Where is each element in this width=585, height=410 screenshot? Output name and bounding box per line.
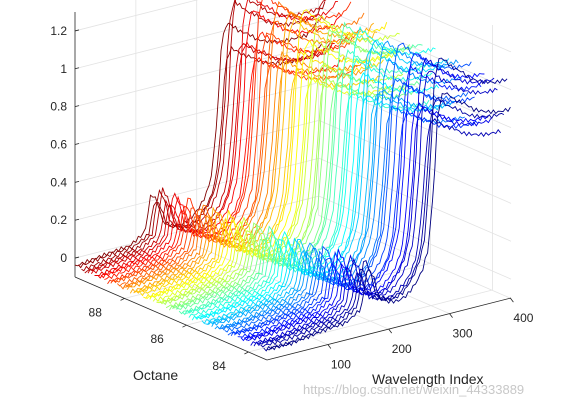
y-tick-label: 84	[212, 359, 226, 373]
spectrum-series-line	[113, 62, 358, 283]
z-tick-label: 0.4	[50, 175, 67, 189]
spectrum-series-line	[237, 64, 482, 338]
y-tick-mark	[120, 298, 125, 301]
x-tick-mark	[510, 297, 514, 303]
y-tick-label: 86	[150, 332, 164, 346]
grid-line-side-z	[318, 6, 512, 91]
grid-line-back-z	[74, 82, 320, 145]
spectrum-series-line	[81, 0, 326, 272]
z-tick-mark	[74, 180, 80, 183]
grid-line-floor-x	[135, 261, 329, 345]
x-tick-label: 400	[513, 311, 533, 325]
z-tick-label: 0.8	[50, 100, 67, 114]
z-tick-label: 0.2	[50, 213, 67, 227]
grid-line-back-z	[74, 195, 320, 259]
spectrum-series-line	[224, 78, 469, 333]
z-tick-label: 0	[60, 251, 67, 265]
z-tick-label: 0.6	[50, 138, 67, 152]
y-tick-mark	[182, 324, 187, 328]
z-tick-label: 1	[60, 62, 67, 76]
y-axis-label: Octane	[133, 367, 178, 383]
grid-line-side-z	[318, 157, 512, 242]
grid-line-back-z	[74, 6, 320, 70]
spectrum-series-line	[74, 21, 319, 267]
spectrum-series-line	[90, 41, 335, 275]
z-tick-mark	[74, 29, 80, 32]
y-axis-line	[74, 276, 268, 361]
grid-layer	[74, 0, 512, 353]
spectrum-series-line	[175, 69, 420, 310]
x-tick-label: 200	[392, 342, 412, 356]
x-tick-mark	[388, 328, 393, 334]
spectrum-series-line	[221, 104, 465, 331]
x-tick-label: 100	[331, 358, 351, 372]
grid-line-side-z	[318, 119, 512, 204]
ticks-layer: 100 200 300 400 84 86 88 0 0.2 0.4 0.6 0.8 1 1.2	[50, 24, 533, 373]
spectrum-series-line	[260, 96, 505, 348]
spectrum-series-line	[243, 102, 488, 341]
grid-line-back-z	[74, 157, 320, 221]
spectrum-series-line	[266, 92, 511, 351]
z-tick-mark	[74, 256, 80, 259]
z-tick-mark	[74, 105, 80, 108]
grid-line-back-z	[74, 119, 320, 183]
spectrum-series-line	[240, 53, 485, 342]
x-axis-label: Wavelength Index	[372, 371, 484, 387]
x-tick-mark	[327, 344, 332, 349]
spectrum-series-line	[110, 32, 355, 284]
y-tick-label: 88	[89, 305, 103, 319]
spectrum-series-line	[250, 57, 495, 346]
x-tick-mark	[449, 313, 453, 318]
grid-line-back-z	[74, 0, 199, 32]
spectrum-series-line	[263, 57, 508, 352]
series-layer	[74, 0, 511, 352]
grid-line-side-z	[389, 0, 512, 53]
spectrum-series-line	[120, 1, 365, 290]
spectrum-series-line	[257, 118, 501, 345]
grid-line-side-z	[318, 44, 512, 129]
watermark-text: https://blog.csdn.net/weixin_44333889	[303, 382, 525, 397]
spectrum-series-line	[97, 10, 342, 279]
x-tick-label: 300	[453, 327, 473, 341]
z-tick-mark	[74, 67, 80, 70]
grid-line-floor-x	[196, 245, 389, 330]
spectrum-series-line	[214, 40, 459, 330]
z-tick-mark	[74, 218, 80, 221]
spectrum-series-line	[247, 105, 492, 342]
spectrum-series-line	[230, 81, 475, 337]
grid-line-side-z	[318, 195, 512, 280]
y-tick-mark	[244, 351, 249, 355]
z-tick-mark	[74, 143, 80, 145]
spectrum-series-line	[178, 21, 423, 315]
grid-line-back-z	[74, 44, 320, 108]
spectrum-series-line	[198, 95, 443, 320]
z-tick-label: 1.2	[50, 24, 67, 38]
spectrum-series-line	[211, 89, 456, 327]
grid-line-floor-y	[248, 289, 493, 353]
spectrum-series-line	[169, 30, 414, 311]
spectrum-series-line	[234, 108, 479, 336]
